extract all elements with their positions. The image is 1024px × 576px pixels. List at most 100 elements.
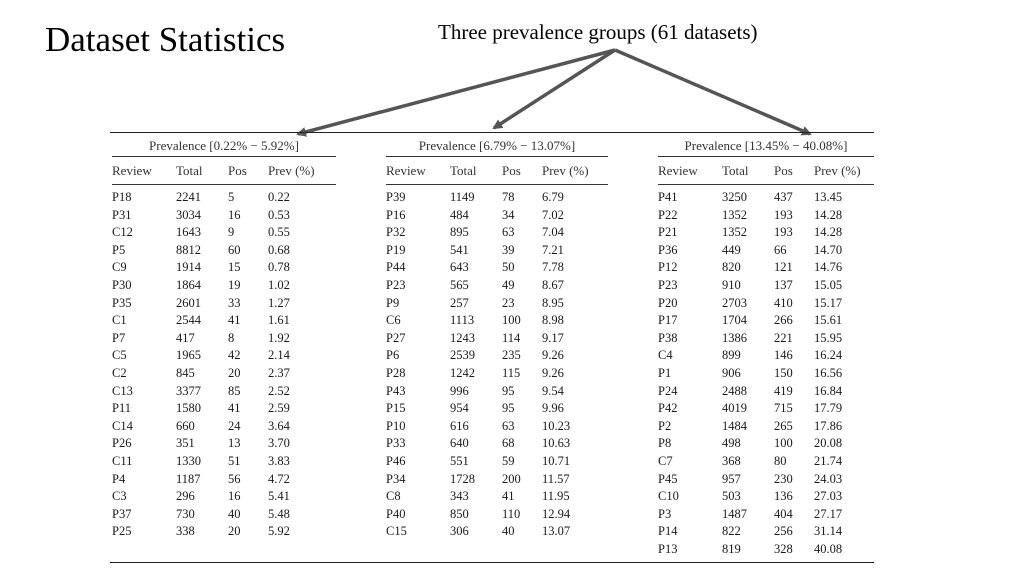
table-row: P35 2601 33 1.27 xyxy=(112,294,336,312)
pos-cell: 42 xyxy=(228,348,241,363)
prev-cell: 7.02 xyxy=(542,207,564,222)
table-top-rule xyxy=(110,132,874,133)
prev-cell: 3.64 xyxy=(268,418,290,433)
total-cell: 417 xyxy=(176,330,195,345)
review-id-cell: P41 xyxy=(658,190,678,204)
table-row: P44 643 50 7.78 xyxy=(386,258,608,276)
callout-label: Three prevalence groups (61 datasets) xyxy=(438,20,758,44)
review-id-cell: P34 xyxy=(386,471,406,486)
review-id-cell: P21 xyxy=(658,225,678,240)
pos-cell: 85 xyxy=(228,383,241,398)
review-id-cell: C6 xyxy=(386,313,401,328)
prev-cell: 2.37 xyxy=(268,366,290,380)
pos-cell: 404 xyxy=(774,506,793,521)
pos-cell: 146 xyxy=(774,348,793,363)
prev-cell: 13.45 xyxy=(814,190,843,204)
column-header: Review xyxy=(658,163,698,178)
review-id-cell: P13 xyxy=(658,542,678,556)
total-cell: 996 xyxy=(450,383,469,398)
arrow-to-group-3 xyxy=(614,48,812,136)
table-row: P23 910 137 15.05 xyxy=(658,276,874,294)
prev-cell: 16.56 xyxy=(814,366,843,380)
pos-cell: 256 xyxy=(774,524,793,539)
total-cell: 1149 xyxy=(450,190,475,204)
review-id-cell: C7 xyxy=(658,454,673,468)
review-id-cell: P36 xyxy=(658,242,678,257)
total-cell: 1352 xyxy=(722,207,747,222)
review-id-cell: P32 xyxy=(386,225,406,240)
total-cell: 8812 xyxy=(176,242,201,257)
pos-cell: 437 xyxy=(774,190,793,204)
table-bottom-rule xyxy=(110,562,874,563)
table-row: P18 2241 5 0.22 xyxy=(112,188,336,206)
total-cell: 484 xyxy=(450,207,469,222)
prev-cell: 5.41 xyxy=(268,489,290,504)
review-id-cell: P39 xyxy=(386,190,406,204)
total-cell: 1487 xyxy=(722,506,747,521)
table-row: P41 3250 437 13.45 xyxy=(658,188,874,206)
prev-cell: 16.84 xyxy=(814,383,843,398)
pos-cell: 193 xyxy=(774,207,793,222)
prev-cell: 16.24 xyxy=(814,348,843,363)
review-id-cell: P35 xyxy=(112,295,132,310)
total-cell: 895 xyxy=(450,225,469,240)
review-id-cell: C9 xyxy=(112,260,127,275)
review-id-cell: P17 xyxy=(658,313,678,328)
table-row: P31 3034 16 0.53 xyxy=(112,206,336,224)
table-row: P17 1704 266 15.61 xyxy=(658,311,874,329)
total-cell: 3034 xyxy=(176,207,201,222)
table-row: P19 541 39 7.21 xyxy=(386,241,608,259)
total-cell: 565 xyxy=(450,278,469,292)
prev-cell: 27.03 xyxy=(814,489,843,504)
total-cell: 845 xyxy=(176,366,195,380)
table-row: P4 1187 56 4.72 xyxy=(112,470,336,488)
pos-cell: 59 xyxy=(502,454,515,468)
table-row: P40 850 110 12.94 xyxy=(386,505,608,523)
table-row: C10 503 136 27.03 xyxy=(658,487,874,505)
total-cell: 351 xyxy=(176,436,195,451)
total-cell: 1643 xyxy=(176,225,201,240)
table-row: P28 1242 115 9.26 xyxy=(386,364,608,382)
pos-cell: 51 xyxy=(228,454,241,468)
prev-cell: 8.95 xyxy=(542,295,564,310)
pos-cell: 193 xyxy=(774,225,793,240)
total-cell: 449 xyxy=(722,242,741,257)
pos-cell: 50 xyxy=(502,260,515,275)
pos-cell: 715 xyxy=(774,401,793,416)
pos-cell: 78 xyxy=(502,190,515,204)
pos-cell: 33 xyxy=(228,295,241,310)
prev-cell: 2.52 xyxy=(268,383,290,398)
prev-cell: 7.04 xyxy=(542,225,564,240)
prev-cell: 3.83 xyxy=(268,454,290,468)
prev-cell: 15.05 xyxy=(814,278,843,292)
table-row: C14 660 24 3.64 xyxy=(112,417,336,435)
review-id-cell: C8 xyxy=(386,489,401,504)
review-id-cell: P2 xyxy=(658,418,672,433)
review-id-cell: P5 xyxy=(112,242,126,257)
review-id-cell: P33 xyxy=(386,436,406,451)
review-id-cell: P40 xyxy=(386,506,406,521)
group-title: Prevalence [13.45% − 40.08%] xyxy=(684,138,848,153)
total-cell: 541 xyxy=(450,242,469,257)
prev-cell: 0.55 xyxy=(268,225,290,240)
table-row: C5 1965 42 2.14 xyxy=(112,346,336,364)
table-row: P27 1243 114 9.17 xyxy=(386,329,608,347)
pos-cell: 265 xyxy=(774,418,793,433)
total-cell: 498 xyxy=(722,436,741,451)
prev-cell: 0.68 xyxy=(268,242,290,257)
table-row: P3 1487 404 27.17 xyxy=(658,505,874,523)
pos-cell: 100 xyxy=(502,313,521,328)
pos-cell: 16 xyxy=(228,207,241,222)
table-row: P2 1484 265 17.86 xyxy=(658,417,874,435)
review-id-cell: C10 xyxy=(658,489,679,504)
total-cell: 3377 xyxy=(176,383,201,398)
review-id-cell: C15 xyxy=(386,524,407,539)
prev-cell: 1.27 xyxy=(268,295,290,310)
review-id-cell: C5 xyxy=(112,348,127,363)
total-cell: 2601 xyxy=(176,295,201,310)
table-row: P38 1386 221 15.95 xyxy=(658,329,874,347)
pos-cell: 66 xyxy=(774,242,787,257)
total-cell: 368 xyxy=(722,454,741,468)
pos-cell: 136 xyxy=(774,489,793,504)
total-cell: 730 xyxy=(176,506,195,521)
